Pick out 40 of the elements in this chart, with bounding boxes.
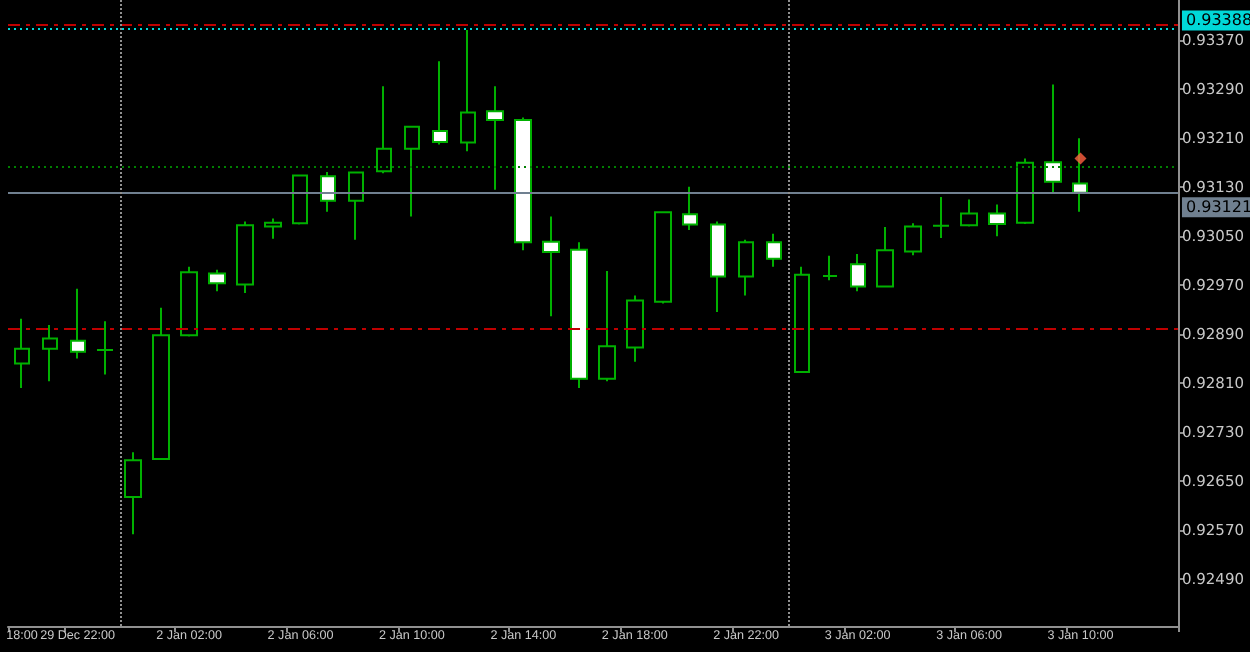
- candlestick: [320, 170, 336, 213]
- candlestick: [738, 238, 754, 297]
- candlestick: [432, 60, 448, 146]
- candlestick: [14, 317, 30, 389]
- candlestick: [96, 320, 114, 376]
- candlestick: [180, 265, 198, 338]
- candlestick: [124, 451, 142, 536]
- candlestick: [904, 222, 922, 257]
- candlestick: [486, 85, 504, 191]
- candlestick: [514, 116, 532, 252]
- candlestick: [822, 254, 838, 282]
- candlestick: [460, 28, 476, 153]
- candlestick: [376, 85, 392, 175]
- candlestick: [264, 217, 282, 240]
- candlestick: [70, 287, 86, 360]
- candlestick: [682, 185, 698, 232]
- candlestick: [570, 241, 588, 389]
- candlestick: [710, 220, 726, 314]
- candlestick: [292, 173, 308, 226]
- candlestick: [988, 203, 1006, 238]
- candlestick: [598, 270, 616, 383]
- candlestick: [626, 294, 644, 363]
- candlestick: [404, 125, 420, 218]
- ref-line-label: 0.93121: [1185, 198, 1250, 217]
- candlestick: [794, 265, 810, 374]
- candlestick: [208, 268, 226, 293]
- candlestick: [542, 215, 560, 318]
- candlestick: [1072, 137, 1088, 213]
- candlestick: [766, 232, 782, 268]
- candlestick: [152, 306, 170, 460]
- candlestick: [1016, 157, 1034, 225]
- candlestick: [960, 198, 978, 228]
- candlestick: [850, 252, 866, 293]
- candlestick: [876, 226, 894, 289]
- candlestick: [236, 220, 254, 295]
- candlestick: [1044, 83, 1062, 195]
- candlestick: [932, 196, 950, 240]
- candlestick: [42, 323, 58, 383]
- candlestick: [348, 171, 364, 241]
- candlestick: [654, 210, 672, 305]
